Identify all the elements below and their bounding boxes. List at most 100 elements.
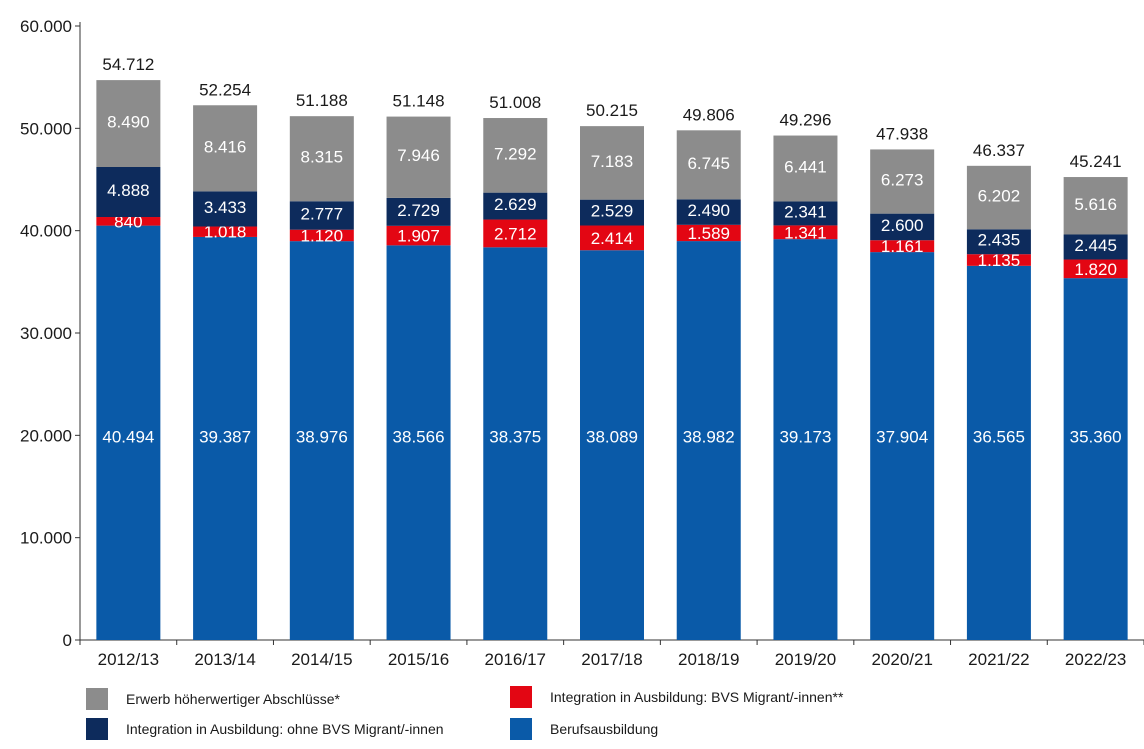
data-label-berufsausbildung: 39.173 bbox=[779, 427, 831, 446]
total-label: 51.008 bbox=[489, 93, 541, 112]
x-tick-label: 2019/20 bbox=[775, 650, 836, 669]
y-tick-label: 60.000 bbox=[20, 17, 72, 36]
bar-segment-berufsausbildung bbox=[483, 247, 548, 640]
bar-segment-hoeherwertig bbox=[966, 165, 1031, 230]
legend-item-ohne-bvs: Integration in Ausbildung: ohne BVS Migr… bbox=[86, 718, 444, 740]
legend: Erwerb höherwertiger Abschlüsse* Integra… bbox=[78, 680, 1138, 746]
legend-item-berufsausbildung: Berufsausbildung bbox=[510, 718, 658, 740]
bar-segment-berufsausbildung bbox=[96, 225, 161, 641]
x-tick-label: 2013/14 bbox=[194, 650, 255, 669]
total-label: 54.712 bbox=[102, 55, 154, 74]
data-label-berufsausbildung: 38.089 bbox=[586, 427, 638, 446]
bar-segment-ohne_bvs bbox=[386, 197, 451, 226]
data-label-bvs_migranten: 2.414 bbox=[591, 229, 634, 248]
data-label-bvs_migranten: 1.820 bbox=[1074, 260, 1117, 279]
data-label-ohne_bvs: 2.490 bbox=[687, 201, 730, 220]
data-label-hoeherwertig: 8.315 bbox=[301, 148, 344, 167]
bar-segment-ohne_bvs bbox=[966, 229, 1031, 255]
total-label: 49.296 bbox=[779, 111, 831, 130]
data-label-bvs_migranten: 1.907 bbox=[397, 227, 440, 246]
bar-segment-ohne_bvs bbox=[870, 213, 935, 241]
bar-segment-hoeherwertig bbox=[773, 135, 838, 202]
legend-swatch-ohne-bvs bbox=[86, 718, 108, 740]
data-label-ohne_bvs: 4.888 bbox=[107, 181, 150, 200]
bar-segment-bvs_migranten bbox=[676, 224, 741, 242]
x-tick-label: 2015/16 bbox=[388, 650, 449, 669]
data-label-hoeherwertig: 7.946 bbox=[397, 146, 440, 165]
total-label: 46.337 bbox=[973, 141, 1025, 160]
data-label-berufsausbildung: 38.976 bbox=[296, 427, 348, 446]
bar-segment-bvs_migranten bbox=[386, 225, 451, 246]
data-label-bvs_migranten: 1.135 bbox=[978, 251, 1021, 270]
bar-segment-hoeherwertig bbox=[676, 130, 741, 200]
bar-segment-bvs_migranten bbox=[580, 225, 644, 251]
bar-segment-hoeherwertig bbox=[289, 116, 354, 202]
bar-segment-berufsausbildung bbox=[676, 241, 741, 640]
data-label-ohne_bvs: 2.600 bbox=[881, 216, 924, 235]
legend-label-ohne-bvs: Integration in Ausbildung: ohne BVS Migr… bbox=[126, 721, 444, 737]
bar-segment-ohne_bvs bbox=[96, 166, 161, 218]
bar-segment-berufsausbildung bbox=[1063, 278, 1128, 640]
data-label-hoeherwertig: 7.292 bbox=[494, 144, 537, 163]
bar-segment-ohne_bvs bbox=[773, 201, 838, 226]
bar-segment-ohne_bvs bbox=[483, 192, 548, 220]
data-label-berufsausbildung: 36.565 bbox=[973, 427, 1025, 446]
legend-label-bvs-migranten: Integration in Ausbildung: BVS Migrant/-… bbox=[550, 689, 844, 705]
data-label-ohne_bvs: 2.341 bbox=[784, 202, 827, 221]
data-label-ohne_bvs: 2.629 bbox=[494, 195, 537, 214]
bar-segment-bvs_migranten bbox=[870, 240, 935, 253]
bar-segment-ohne_bvs bbox=[289, 201, 354, 230]
data-label-ohne_bvs: 2.729 bbox=[397, 201, 440, 220]
data-label-ohne_bvs: 2.529 bbox=[591, 202, 634, 221]
total-label: 45.241 bbox=[1070, 152, 1122, 171]
bar-segment-ohne_bvs bbox=[676, 199, 741, 225]
data-label-ohne_bvs: 2.435 bbox=[978, 231, 1021, 250]
data-label-bvs_migranten: 1.018 bbox=[204, 223, 247, 242]
bar-segment-berufsausbildung bbox=[193, 236, 258, 640]
bar-segment-bvs_migranten bbox=[966, 254, 1031, 266]
y-tick-label: 40.000 bbox=[20, 222, 72, 241]
bar-segment-berufsausbildung bbox=[966, 265, 1031, 640]
total-label: 47.938 bbox=[876, 124, 928, 143]
data-label-bvs_migranten: 2.712 bbox=[494, 224, 537, 243]
total-label: 52.254 bbox=[199, 80, 251, 99]
legend-swatch-hoeherwertig bbox=[86, 688, 108, 710]
bar-segment-berufsausbildung bbox=[386, 245, 451, 641]
bar-segment-berufsausbildung bbox=[580, 250, 644, 640]
x-tick-label: 2016/17 bbox=[485, 650, 546, 669]
data-label-bvs_migranten: 1.161 bbox=[881, 237, 924, 256]
data-label-bvs_migranten: 840 bbox=[114, 212, 142, 231]
data-label-hoeherwertig: 8.416 bbox=[204, 137, 247, 156]
bar-segment-bvs_migranten bbox=[1063, 259, 1128, 279]
total-label: 51.188 bbox=[296, 91, 348, 110]
legend-label-berufsausbildung: Berufsausbildung bbox=[550, 721, 659, 737]
y-tick-label: 10.000 bbox=[20, 529, 72, 548]
legend-item-hoeherwertig: Erwerb höherwertiger Abschlüsse* bbox=[86, 688, 340, 710]
x-tick-label: 2012/13 bbox=[98, 650, 159, 669]
total-label: 50.215 bbox=[586, 101, 638, 120]
bar-segment-bvs_migranten bbox=[483, 219, 548, 248]
bar-segment-bvs_migranten bbox=[773, 225, 838, 240]
x-tick-label: 2014/15 bbox=[291, 650, 352, 669]
data-label-hoeherwertig: 6.745 bbox=[687, 154, 730, 173]
data-label-bvs_migranten: 1.589 bbox=[687, 224, 730, 243]
legend-label-hoeherwertig: Erwerb höherwertiger Abschlüsse* bbox=[126, 691, 340, 707]
data-label-hoeherwertig: 6.202 bbox=[978, 187, 1021, 206]
bar-segment-ohne_bvs bbox=[1063, 234, 1128, 260]
bar-segment-hoeherwertig bbox=[580, 126, 644, 200]
data-label-ohne_bvs: 3.433 bbox=[204, 198, 247, 217]
bar-segment-hoeherwertig bbox=[1063, 177, 1128, 235]
bar-segment-ohne_bvs bbox=[580, 199, 644, 226]
data-label-berufsausbildung: 39.387 bbox=[199, 427, 251, 446]
bar-segment-berufsausbildung bbox=[773, 239, 838, 640]
legend-swatch-berufsausbildung bbox=[510, 718, 532, 740]
bar-segment-hoeherwertig bbox=[870, 149, 935, 214]
y-tick-label: 0 bbox=[63, 631, 72, 650]
legend-swatch-bvs-migranten bbox=[510, 686, 532, 708]
data-label-bvs_migranten: 1.120 bbox=[301, 226, 344, 245]
bar-segment-hoeherwertig bbox=[386, 116, 451, 198]
total-label: 49.806 bbox=[683, 105, 735, 124]
legend-item-bvs-migranten: Integration in Ausbildung: BVS Migrant/-… bbox=[510, 686, 843, 708]
x-tick-label: 2021/22 bbox=[968, 650, 1029, 669]
